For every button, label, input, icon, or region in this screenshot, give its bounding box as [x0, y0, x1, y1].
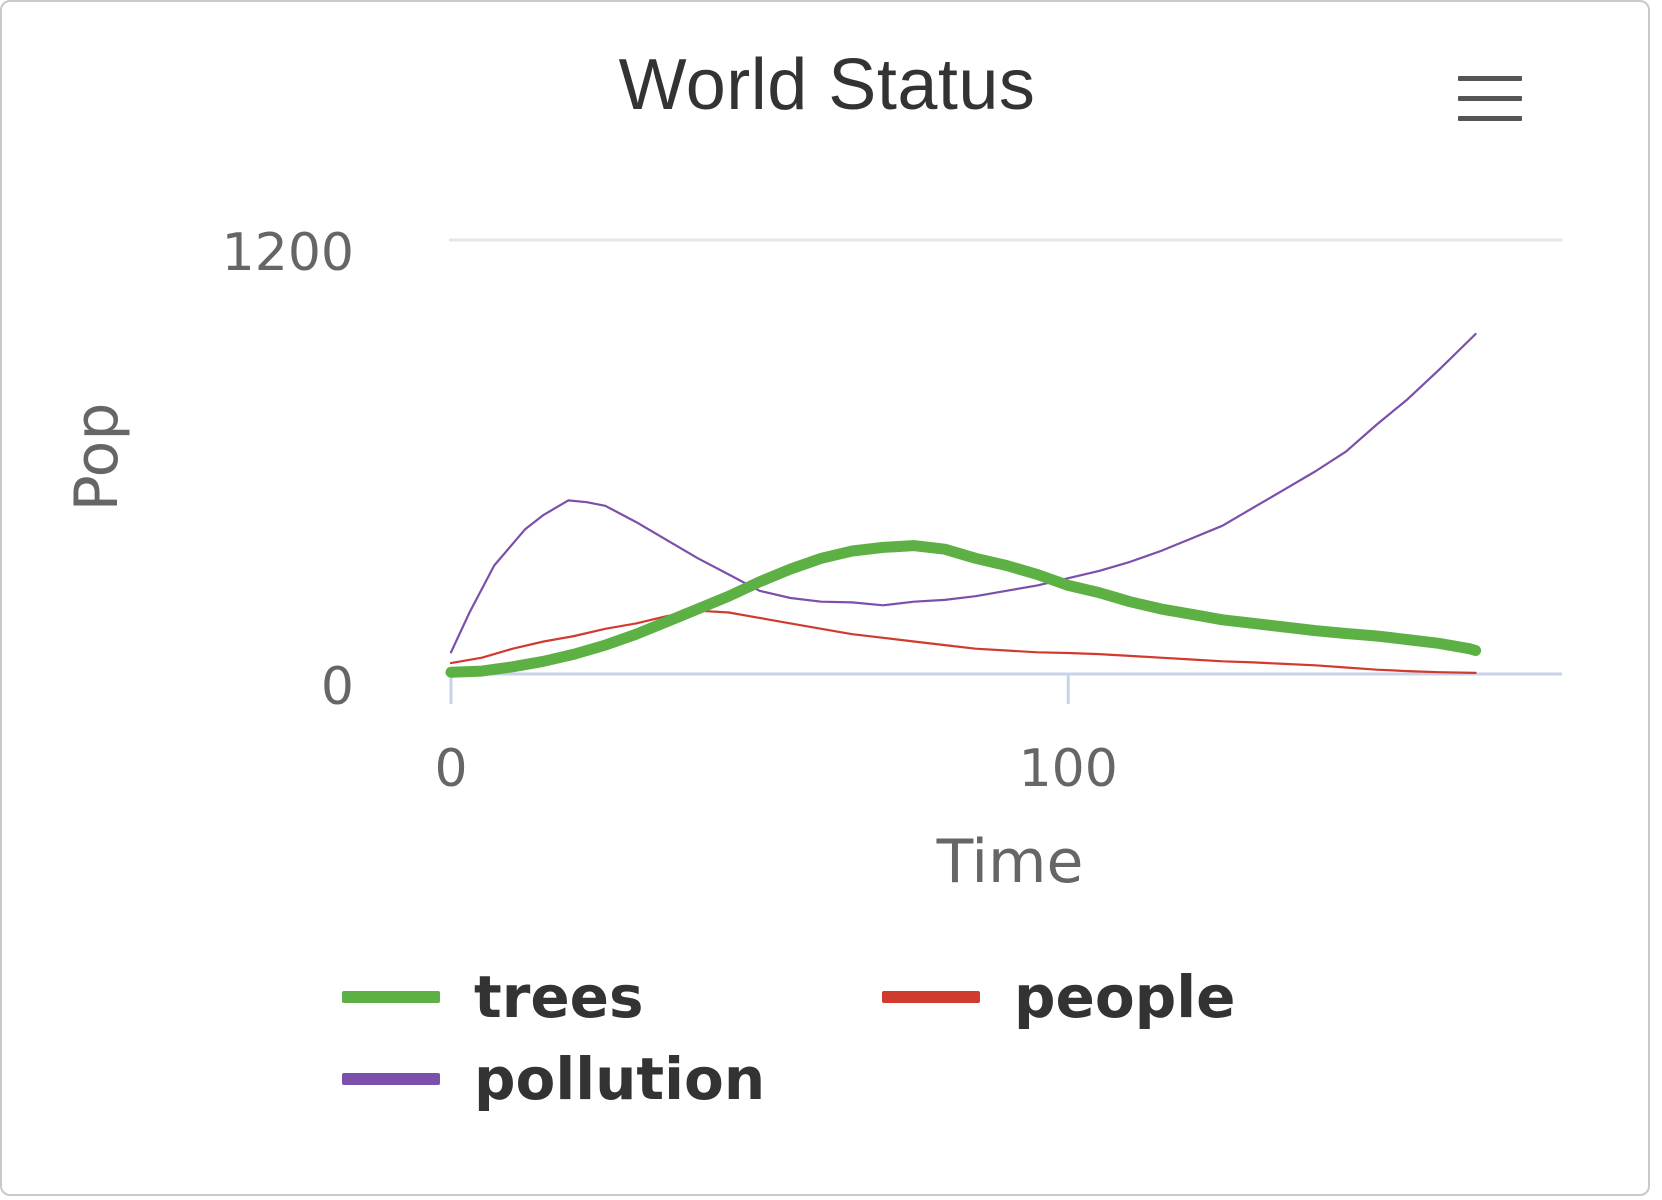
x-tick-label-1: 100 — [1019, 739, 1118, 799]
x-tick-label-0: 0 — [434, 739, 467, 799]
legend-swatch-trees — [342, 991, 440, 1003]
series-line-people — [449, 609, 1477, 674]
menu-bar-3 — [1458, 116, 1522, 121]
y-tick-label-0: 0 — [321, 657, 354, 717]
legend-swatch-pollution — [342, 1073, 440, 1085]
legend-item-people[interactable]: people — [882, 962, 1235, 1032]
legend-swatch-people — [882, 991, 980, 1003]
menu-bar-2 — [1458, 96, 1522, 101]
chart-plot-area: 0 100 0 1200 Time Pop — [62, 223, 1562, 897]
chart-title: World Status — [618, 45, 1036, 125]
legend-item-trees[interactable]: trees — [342, 962, 644, 1032]
y-axis-title: Pop — [62, 403, 132, 512]
x-axis-title: Time — [936, 827, 1084, 897]
chart-legend: trees people pollution — [342, 962, 1342, 1122]
label-layer: 0 100 0 1200 Time Pop — [62, 223, 1118, 897]
series-line-trees — [445, 540, 1482, 678]
axis-layer — [449, 672, 1562, 704]
y-tick-label-1: 1200 — [222, 223, 354, 283]
series-layer — [445, 332, 1482, 678]
legend-label-pollution: pollution — [474, 1045, 766, 1113]
menu-bar-1 — [1458, 76, 1522, 81]
series-line-pollution — [449, 332, 1477, 654]
legend-label-people: people — [1014, 963, 1236, 1031]
legend-item-pollution[interactable]: pollution — [342, 1044, 765, 1114]
legend-label-trees: trees — [474, 963, 644, 1031]
hamburger-menu-icon[interactable] — [1454, 72, 1526, 126]
